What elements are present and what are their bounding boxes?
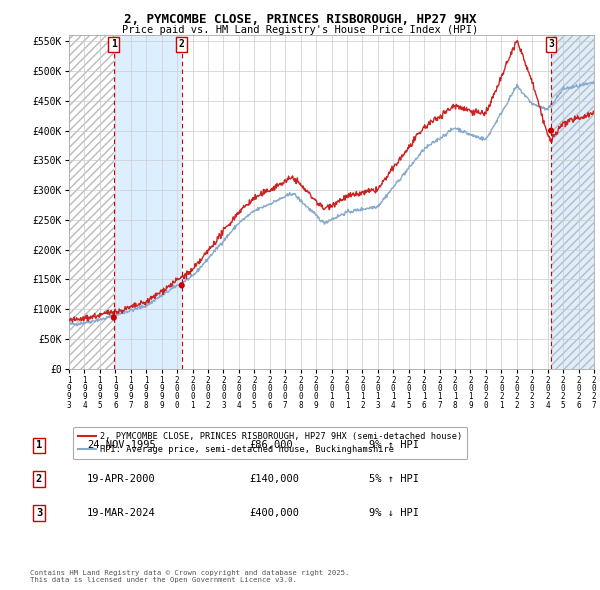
Bar (551, 35, 594, 369)
Bar (114, 35, 182, 369)
Text: £400,000: £400,000 (249, 508, 299, 517)
Text: 9% ↓ HPI: 9% ↓ HPI (369, 508, 419, 517)
Text: 3: 3 (36, 508, 42, 517)
Text: 9% ↑ HPI: 9% ↑ HPI (369, 441, 419, 450)
Text: 19-MAR-2024: 19-MAR-2024 (87, 508, 156, 517)
Text: £140,000: £140,000 (249, 474, 299, 484)
Text: 19-APR-2000: 19-APR-2000 (87, 474, 156, 484)
Legend: 2, PYMCOMBE CLOSE, PRINCES RISBOROUGH, HP27 9HX (semi-detached house), HPI: Aver: 2, PYMCOMBE CLOSE, PRINCES RISBOROUGH, H… (73, 427, 467, 460)
Text: 5% ↑ HPI: 5% ↑ HPI (369, 474, 419, 484)
Text: 1: 1 (36, 441, 42, 450)
Bar (69, 35, 114, 369)
Text: Contains HM Land Registry data © Crown copyright and database right 2025.
This d: Contains HM Land Registry data © Crown c… (30, 570, 349, 583)
Text: 3: 3 (548, 40, 554, 50)
Text: £86,000: £86,000 (249, 441, 293, 450)
Point (177, 281, 187, 290)
Text: 2: 2 (36, 474, 42, 484)
Text: 2, PYMCOMBE CLOSE, PRINCES RISBOROUGH, HP27 9HX: 2, PYMCOMBE CLOSE, PRINCES RISBOROUGH, H… (124, 13, 476, 26)
Point (109, 313, 119, 322)
Text: 1: 1 (111, 40, 117, 50)
Text: 2: 2 (179, 40, 185, 50)
Point (546, 126, 556, 135)
Text: 24-NOV-1995: 24-NOV-1995 (87, 441, 156, 450)
Text: Price paid vs. HM Land Registry's House Price Index (HPI): Price paid vs. HM Land Registry's House … (122, 25, 478, 35)
